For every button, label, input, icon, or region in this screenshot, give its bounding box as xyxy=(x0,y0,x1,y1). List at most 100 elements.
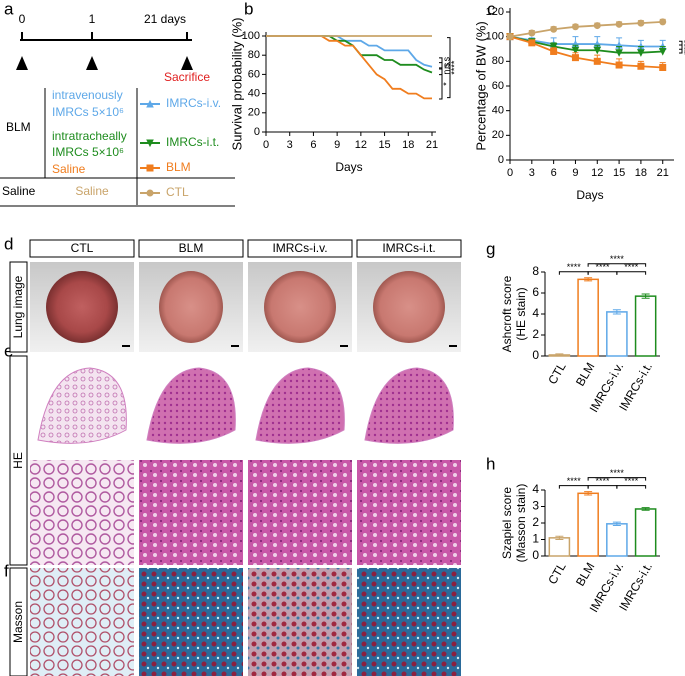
marker xyxy=(146,164,154,172)
group-label: Saline xyxy=(2,184,36,198)
he-section xyxy=(146,367,236,444)
x-tick-label: 21 xyxy=(426,139,438,151)
y-tick-label: 4 xyxy=(532,482,539,496)
he-section xyxy=(37,367,127,444)
error-bar xyxy=(641,293,650,299)
series-line xyxy=(509,20,663,38)
y-tick-label: 2 xyxy=(532,327,539,341)
y-axis-label: Ashcroft score(HE stain) xyxy=(500,275,528,352)
he-section xyxy=(255,367,345,444)
panel-label: c xyxy=(487,0,496,18)
row-label-box xyxy=(9,355,28,566)
x-tick-label: 3 xyxy=(529,167,535,179)
column-header-box xyxy=(29,239,135,258)
marker xyxy=(615,20,623,28)
x-tick-label: CTL xyxy=(545,560,569,587)
series-line xyxy=(266,35,432,100)
y-tick-label: 0 xyxy=(254,126,260,138)
axis xyxy=(265,32,436,133)
y-axis-label: Szapiel score(Masson stain) xyxy=(500,484,528,563)
y-tick-label: 3 xyxy=(532,499,539,513)
legend-label: BLM xyxy=(166,160,191,174)
arrowhead xyxy=(16,56,28,70)
significance-label: n.s xyxy=(441,56,451,69)
y-tick-label: 20 xyxy=(248,107,260,119)
y-axis-label: Percentage of BW (%) xyxy=(473,21,488,150)
marker xyxy=(637,62,645,70)
significance-label: **** xyxy=(567,262,582,272)
y-tick-label: 100 xyxy=(486,31,504,43)
marker xyxy=(593,22,601,30)
timeline-event: Sacrifice xyxy=(164,70,210,84)
lung xyxy=(373,271,445,343)
significance-label: **** xyxy=(449,60,459,75)
x-tick-label: 15 xyxy=(613,167,625,179)
marker xyxy=(550,47,558,55)
bar xyxy=(606,311,628,357)
marker xyxy=(528,29,536,37)
arrowhead xyxy=(181,56,193,70)
panel-label: f xyxy=(4,561,9,580)
he-high xyxy=(248,460,352,565)
y-tick-label: 20 xyxy=(492,129,504,141)
x-tick-label: 18 xyxy=(402,139,414,151)
y-tick-label: 6 xyxy=(532,285,539,299)
series-line xyxy=(266,35,433,68)
significance-bracket xyxy=(439,68,443,100)
x-tick-label: 6 xyxy=(551,167,557,179)
x-tick-label: 6 xyxy=(310,139,316,151)
error-bar xyxy=(555,353,564,357)
x-tick-label: 9 xyxy=(334,139,340,151)
y-axis-label-line: (Masson stain) xyxy=(514,484,528,563)
marker xyxy=(659,64,667,71)
error-bar xyxy=(641,507,650,511)
x-tick-label: 21 xyxy=(657,167,669,179)
row-label: Masson xyxy=(11,601,25,643)
axis xyxy=(544,490,660,557)
y-tick-label: 2 xyxy=(532,515,539,529)
panel-label: b xyxy=(244,0,253,18)
treatment: intravenously xyxy=(52,88,123,102)
treatment: IMRCs 5×10⁶ xyxy=(52,145,124,159)
significance-bracket xyxy=(587,477,647,481)
y-axis-label-line: Ashcroft score xyxy=(500,275,514,352)
x-tick-label: 18 xyxy=(635,167,647,179)
marker xyxy=(637,49,645,57)
error-bar xyxy=(584,491,593,496)
x-tick-label: 12 xyxy=(591,167,603,179)
significance-bracket xyxy=(439,62,443,76)
series-line xyxy=(509,35,663,69)
x-axis-label: Days xyxy=(576,188,603,202)
significance-bracket xyxy=(587,263,647,267)
lung xyxy=(264,271,336,343)
marker xyxy=(550,25,558,33)
series-line xyxy=(509,35,663,54)
y-tick-label: 1 xyxy=(532,532,539,546)
panel-label: g xyxy=(486,239,495,258)
axis xyxy=(544,272,660,357)
y-tick-label: 40 xyxy=(492,105,504,117)
y-axis-label: Survival probability (%) xyxy=(229,18,244,151)
column-header: CTL xyxy=(71,241,94,255)
column-header: IMRCs-i.v. xyxy=(272,241,327,255)
x-tick-label: BLM xyxy=(573,360,597,388)
significance-bracket xyxy=(616,271,647,275)
y-tick-label: 80 xyxy=(248,49,260,61)
arrowhead xyxy=(86,56,98,70)
treatment: intratracheally xyxy=(52,129,127,143)
x-tick-label: 9 xyxy=(572,167,578,179)
row-label: HE xyxy=(11,452,25,469)
y-tick-label: 0 xyxy=(532,548,539,562)
x-tick-label: 3 xyxy=(287,139,293,151)
marker xyxy=(571,54,579,62)
he-section xyxy=(364,367,454,444)
error-bar xyxy=(612,309,621,315)
marker xyxy=(659,18,667,26)
series-line xyxy=(509,35,663,48)
error-bar xyxy=(612,521,621,526)
legend-label: CTL xyxy=(166,185,189,199)
panel-label: e xyxy=(4,341,13,360)
row-label-box xyxy=(9,261,28,353)
significance-bracket xyxy=(558,271,589,275)
